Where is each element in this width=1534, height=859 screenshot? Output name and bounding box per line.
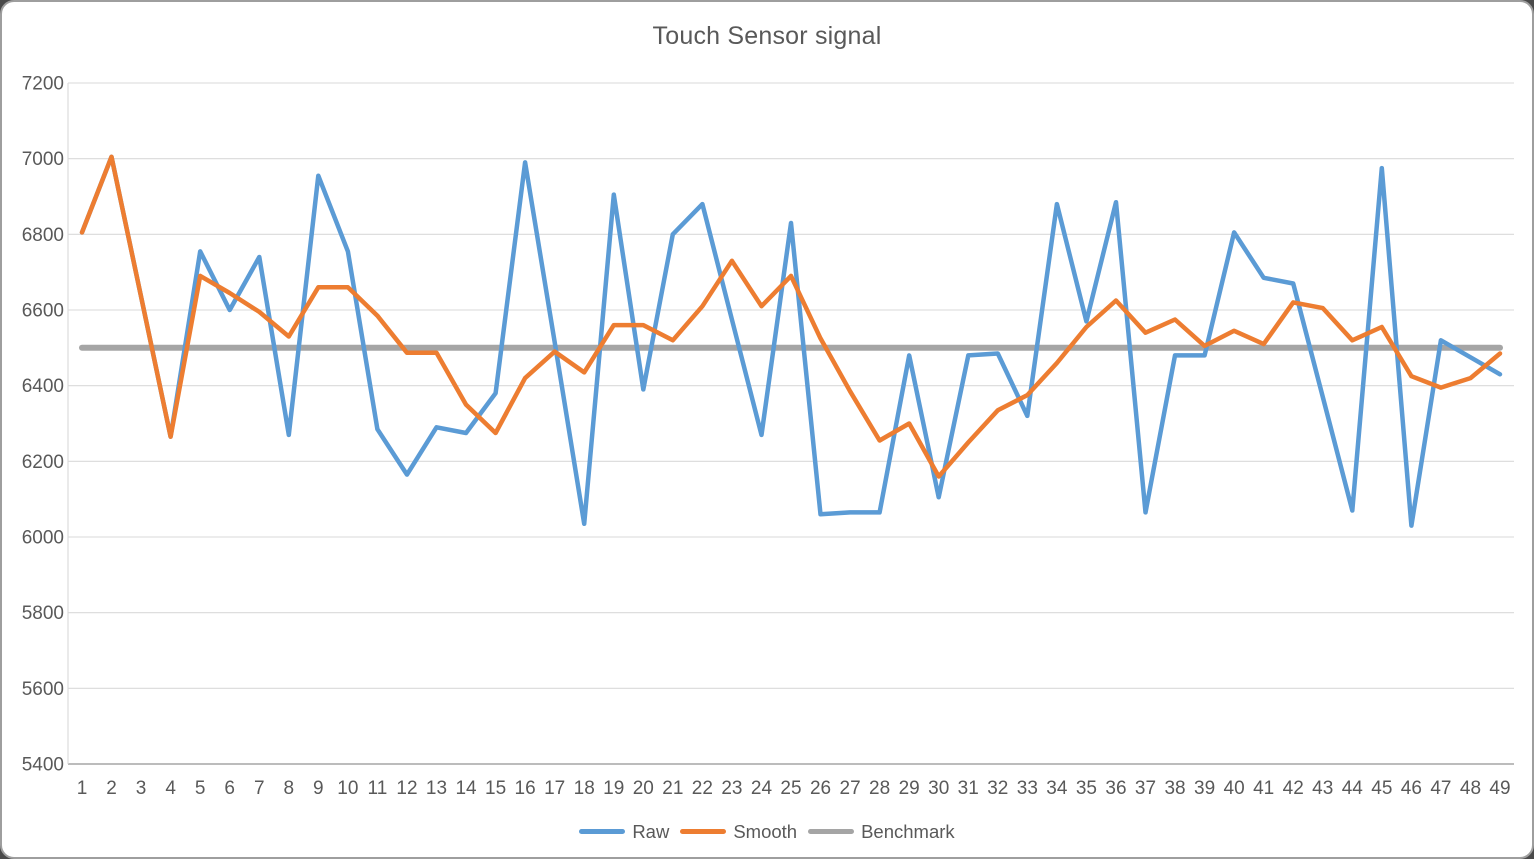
x-tick-label: 44: [1342, 778, 1364, 799]
legend-label: Benchmark: [861, 820, 955, 842]
x-tick-label: 49: [1489, 778, 1510, 799]
x-tick-label: 48: [1460, 778, 1481, 799]
smooth-series-line: [79, 154, 1503, 479]
chart-legend: Raw Smooth Benchmark: [2, 820, 1532, 842]
x-tick-label: 36: [1105, 778, 1126, 799]
x-tick-label: 4: [165, 778, 176, 799]
x-tick-label: 18: [574, 778, 595, 799]
x-tick-label: 30: [928, 778, 949, 799]
x-tick-label: 21: [662, 778, 683, 799]
x-tick-label: 23: [721, 778, 742, 799]
x-tick-label: 6: [224, 778, 235, 799]
y-tick-label: 7200: [22, 74, 64, 95]
x-tick-label: 17: [544, 778, 565, 799]
x-tick-label: 25: [780, 778, 801, 799]
legend-label: Raw: [632, 820, 670, 842]
x-tick-label: 7: [254, 778, 265, 799]
x-tick-label: 34: [1046, 778, 1068, 799]
x-tick-label: 19: [603, 778, 624, 799]
x-tick-label: 32: [987, 778, 1008, 799]
x-tick-label: 15: [485, 778, 506, 799]
x-tick-label: 47: [1430, 778, 1451, 799]
x-tick-label: 29: [899, 778, 920, 799]
x-tick-label: 2: [106, 778, 117, 799]
legend-swatch-smooth-line-icon: [680, 829, 727, 835]
y-tick-label: 6600: [22, 301, 64, 322]
x-tick-label: 22: [692, 778, 713, 799]
x-tick-label: 27: [840, 778, 861, 799]
x-tick-label: 26: [810, 778, 831, 799]
y-tick-label: 5600: [22, 679, 64, 700]
legend-swatch-benchmark-line-icon: [808, 829, 855, 835]
x-tick-label: 33: [1017, 778, 1038, 799]
y-tick-label: 5800: [22, 603, 64, 624]
x-tick-label: 46: [1401, 778, 1422, 799]
x-tick-label: 13: [426, 778, 447, 799]
x-tick-label: 5: [195, 778, 206, 799]
x-tick-label: 43: [1312, 778, 1333, 799]
legend-label: Smooth: [733, 820, 798, 842]
x-tick-label: 8: [284, 778, 295, 799]
x-tick-label: 9: [313, 778, 324, 799]
x-tick-label: 10: [337, 778, 358, 799]
x-tick-label: 38: [1164, 778, 1185, 799]
x-tick-label: 35: [1076, 778, 1097, 799]
x-tick-label: 20: [633, 778, 654, 799]
x-tick-label: 41: [1253, 778, 1274, 799]
x-tick-label: 11: [368, 778, 388, 799]
y-tick-label: 5400: [22, 755, 64, 776]
x-tick-label: 31: [958, 778, 979, 799]
y-tick-label: 6400: [22, 376, 64, 397]
x-tick-label: 24: [751, 778, 773, 799]
x-tick-label: 14: [455, 778, 477, 799]
legend-item-raw[interactable]: Raw: [579, 820, 670, 842]
legend-swatch-raw-line-icon: [579, 829, 626, 835]
x-tick-label: 37: [1135, 778, 1156, 799]
x-tick-label: 1: [77, 778, 88, 799]
chart-title: Touch Sensor signal: [652, 22, 882, 50]
x-tick-label: 42: [1283, 778, 1304, 799]
x-tick-label: 28: [869, 778, 890, 799]
y-tick-label: 6000: [22, 528, 64, 549]
y-tick-label: 7000: [22, 149, 64, 170]
x-tick-label: 3: [136, 778, 147, 799]
x-tick-label: 16: [515, 778, 536, 799]
x-tick-label: 40: [1224, 778, 1245, 799]
y-tick-label: 6200: [22, 452, 64, 473]
x-tick-label: 39: [1194, 778, 1215, 799]
x-tick-label: 45: [1371, 778, 1392, 799]
raw-series-line: [79, 154, 1503, 528]
legend-item-benchmark[interactable]: Benchmark: [808, 820, 955, 842]
legend-item-smooth[interactable]: Smooth: [680, 820, 798, 842]
y-tick-label: 6800: [22, 225, 64, 246]
x-tick-label: 12: [396, 778, 417, 799]
